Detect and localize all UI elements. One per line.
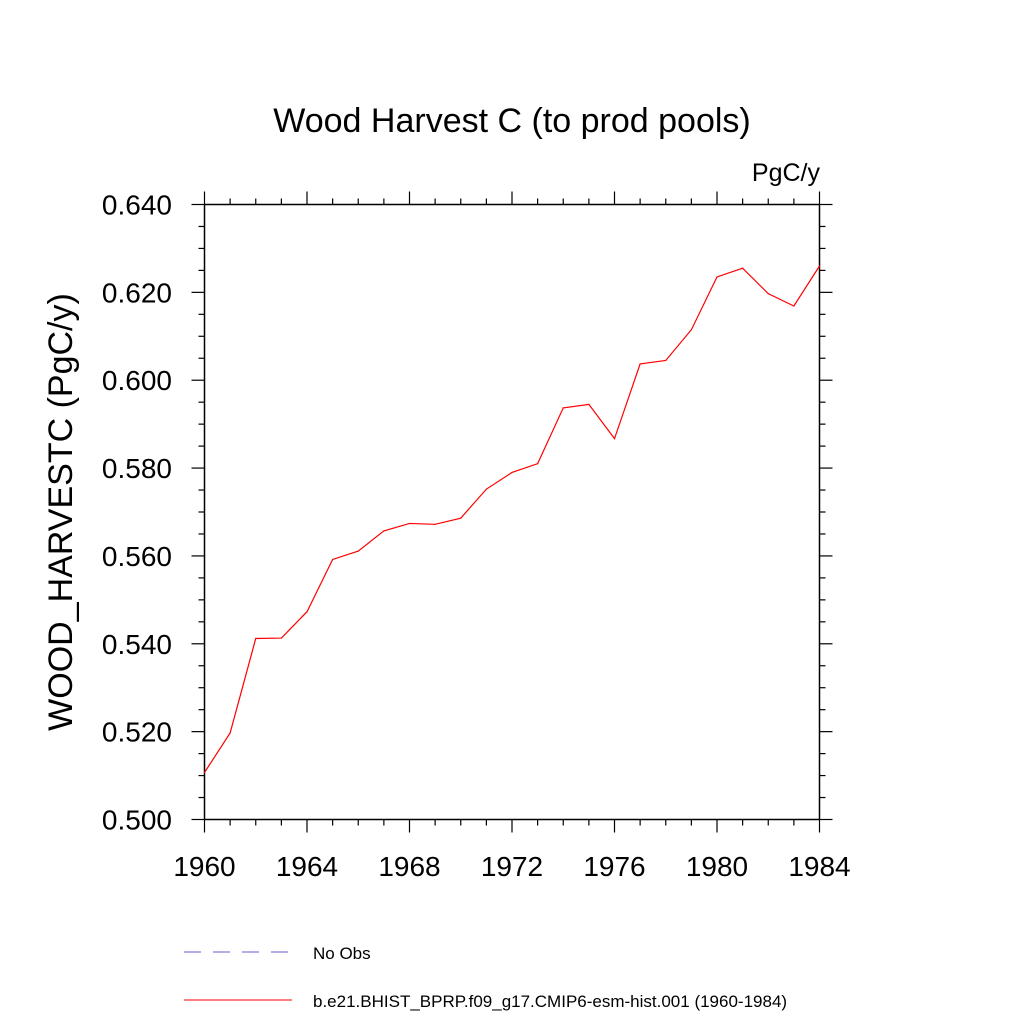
- data-point: [229, 732, 231, 734]
- legend-label: b.e21.BHIST_BPRP.f09_g17.CMIP6-esm-hist.…: [313, 992, 787, 1011]
- data-point: [767, 293, 769, 295]
- y-tick-label: 0.600: [102, 365, 172, 396]
- data-point: [255, 637, 257, 640]
- data-point: [639, 363, 641, 365]
- units-label: PgC/y: [752, 159, 821, 187]
- data-point: [306, 611, 308, 613]
- chart-title: Wood Harvest C (to prod pools): [273, 102, 750, 140]
- data-point: [460, 517, 462, 519]
- data-point: [613, 438, 616, 440]
- series-line: [203, 265, 821, 773]
- data-point: [511, 471, 513, 474]
- y-tick-label: 0.500: [102, 805, 172, 836]
- y-tick-label: 0.540: [102, 629, 172, 660]
- data-point: [203, 771, 206, 774]
- x-tick-label: 1968: [378, 851, 440, 882]
- data-point: [588, 403, 590, 405]
- series-lines: [203, 265, 821, 774]
- y-tick-label: 0.580: [102, 453, 172, 484]
- data-point: [793, 305, 795, 307]
- data-point: [562, 407, 564, 409]
- data-point: [434, 523, 436, 525]
- data-point: [332, 558, 334, 561]
- legend: No Obs b.e21.BHIST_BPRP.f09_g17.CMIP6-esm…: [184, 944, 787, 1011]
- data-point: [537, 463, 539, 465]
- data-point: [665, 359, 667, 362]
- x-tick-label: 1972: [481, 851, 543, 882]
- plot-frame: [203, 203, 821, 821]
- x-tick-label: 1964: [276, 851, 338, 882]
- y-tick-label: 0.640: [102, 190, 172, 221]
- data-point: [485, 488, 487, 490]
- legend-label: No Obs: [313, 944, 371, 963]
- data-point: [818, 265, 821, 267]
- y-tick-label: 0.560: [102, 541, 172, 572]
- data-point: [280, 637, 282, 639]
- x-tick-label: 1960: [173, 851, 235, 882]
- y-tick-label: 0.620: [102, 277, 172, 308]
- x-tick-label: 1984: [788, 851, 850, 882]
- x-tick-label: 1976: [583, 851, 645, 882]
- y-axis-label: WOOD_HARVESTC (PgC/y): [42, 293, 80, 731]
- data-point: [742, 267, 744, 269]
- data-point: [383, 530, 385, 532]
- data-point: [357, 550, 359, 552]
- data-point: [408, 522, 411, 525]
- tick-labels: 1960 1964 1968 1972 1976 1980 1984 0.500 0.520 0.…: [102, 190, 851, 883]
- axis-ticks: [191, 191, 833, 833]
- data-point: [716, 276, 718, 278]
- x-tick-label: 1980: [686, 851, 748, 882]
- data-point: [690, 329, 692, 331]
- y-tick-label: 0.520: [102, 717, 172, 748]
